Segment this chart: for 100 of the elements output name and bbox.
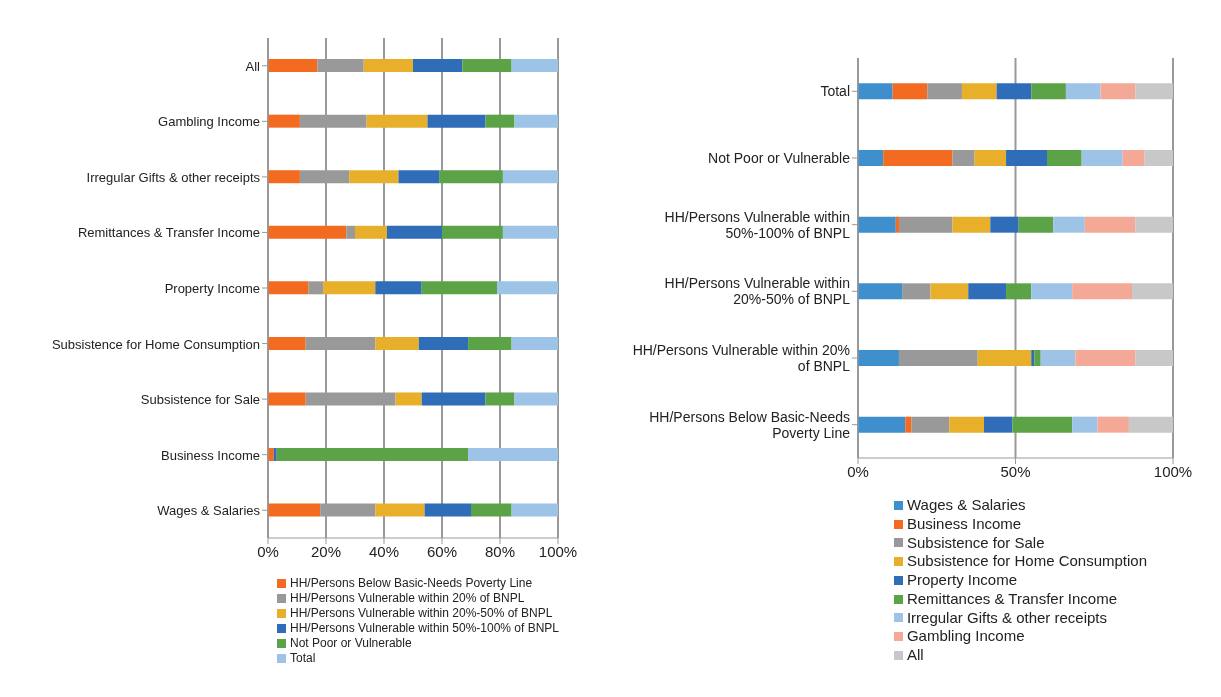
bar bbox=[366, 114, 428, 128]
bar bbox=[418, 336, 469, 350]
bar bbox=[996, 83, 1032, 100]
bar bbox=[858, 416, 906, 433]
bar bbox=[1040, 350, 1076, 366]
bar bbox=[1065, 83, 1101, 100]
bar bbox=[363, 59, 413, 73]
bar bbox=[1097, 416, 1129, 433]
bar bbox=[346, 225, 355, 239]
x-tick-label: 100% bbox=[1153, 462, 1193, 480]
bar bbox=[413, 59, 463, 73]
x-tick-label: 0% bbox=[257, 542, 279, 560]
bar bbox=[1135, 350, 1173, 366]
bar bbox=[1135, 83, 1173, 100]
bar bbox=[308, 281, 324, 295]
bar bbox=[1018, 216, 1054, 233]
legend-label: HH/Persons Vulnerable within 50%-100% of BNPL bbox=[289, 621, 560, 636]
bar bbox=[323, 281, 376, 295]
bar bbox=[1031, 83, 1066, 100]
legend-label: Property Income bbox=[906, 571, 1017, 590]
bar bbox=[858, 350, 899, 366]
bar bbox=[268, 392, 306, 406]
bar bbox=[1031, 283, 1073, 300]
bar bbox=[1072, 283, 1133, 300]
bar bbox=[511, 336, 558, 350]
y-tick-label: Remittances & Transfer Income bbox=[77, 224, 260, 240]
bar bbox=[1012, 416, 1073, 433]
legend-label: HH/Persons Vulnerable within 20% of BNPL bbox=[289, 591, 525, 606]
legend-label: Subsistence for Home Consumption bbox=[906, 552, 1148, 571]
bar bbox=[427, 114, 486, 128]
y-tick-label: Irregular Gifts & other receipts bbox=[86, 169, 261, 185]
bar bbox=[268, 170, 300, 184]
legend-label: Total bbox=[289, 651, 316, 666]
bar bbox=[268, 336, 306, 350]
y-tick-label: Gambling Income bbox=[158, 113, 260, 129]
bar bbox=[1128, 416, 1173, 433]
bar bbox=[858, 283, 903, 300]
bar bbox=[268, 503, 321, 517]
bar bbox=[398, 170, 440, 184]
bar bbox=[905, 416, 912, 433]
bar bbox=[858, 150, 884, 166]
bar bbox=[1132, 283, 1173, 300]
y-tick-label: HH/Persons Vulnerable within 20%-50% of BNPL bbox=[664, 275, 851, 308]
bar bbox=[961, 83, 997, 100]
bar bbox=[1081, 150, 1123, 166]
bar bbox=[442, 225, 503, 239]
bar bbox=[968, 283, 1007, 300]
bar bbox=[898, 216, 953, 233]
bar bbox=[984, 416, 1013, 433]
bar bbox=[375, 281, 422, 295]
bar bbox=[511, 503, 558, 517]
bar bbox=[395, 392, 422, 406]
bar bbox=[462, 59, 512, 73]
y-tick-label: Wages & Salaries bbox=[157, 502, 261, 518]
bar bbox=[952, 150, 975, 166]
legend-label: Gambling Income bbox=[906, 627, 1025, 646]
bar bbox=[1135, 216, 1173, 233]
bar bbox=[375, 336, 419, 350]
bar bbox=[468, 336, 512, 350]
bar bbox=[268, 281, 309, 295]
y-tick-label: HH/Persons Vulnerable within 50%-100% of BNPL bbox=[664, 208, 851, 241]
y-tick-label: HH/Persons Below Basic-Needs Poverty Line bbox=[649, 408, 851, 441]
bar bbox=[1075, 350, 1136, 366]
y-tick-label: Property Income bbox=[164, 280, 260, 296]
legend-label: Business Income bbox=[906, 514, 1022, 534]
x-tick-label: 20% bbox=[310, 542, 342, 560]
bar bbox=[949, 416, 984, 433]
y-tick-label: Total bbox=[820, 83, 850, 100]
bar bbox=[268, 59, 318, 73]
legend-label: Wages & Salaries bbox=[906, 496, 1026, 515]
bar bbox=[424, 503, 471, 517]
bar bbox=[273, 448, 277, 461]
bar bbox=[977, 350, 1032, 366]
y-tick-label: All bbox=[245, 58, 261, 74]
bar bbox=[1144, 150, 1173, 166]
legend-label: All bbox=[906, 646, 924, 665]
x-tick-label: 40% bbox=[368, 542, 400, 560]
bar bbox=[858, 83, 893, 100]
bar bbox=[858, 216, 896, 233]
bar bbox=[974, 150, 1007, 166]
bar bbox=[375, 503, 425, 517]
bar bbox=[502, 225, 558, 239]
bar bbox=[514, 114, 558, 128]
bar bbox=[892, 83, 928, 100]
bar bbox=[386, 225, 442, 239]
bar bbox=[1006, 150, 1047, 166]
bar bbox=[485, 392, 515, 406]
y-tick-label: HH/Persons Vulnerable within 20% of BNPL bbox=[632, 342, 851, 374]
bar bbox=[1100, 83, 1136, 100]
legend-label: HH/Persons Below Basic-Needs Poverty Line bbox=[289, 576, 533, 591]
bar bbox=[911, 416, 950, 433]
bar bbox=[421, 392, 486, 406]
bar bbox=[502, 170, 558, 184]
bar bbox=[990, 216, 1019, 233]
bar bbox=[902, 283, 931, 300]
x-tick-label: 100% bbox=[538, 542, 578, 560]
bar bbox=[276, 448, 469, 461]
bar bbox=[349, 170, 399, 184]
x-tick-label: 80% bbox=[484, 542, 516, 560]
y-tick-label: Subsistence for Home Consumption bbox=[51, 336, 260, 352]
